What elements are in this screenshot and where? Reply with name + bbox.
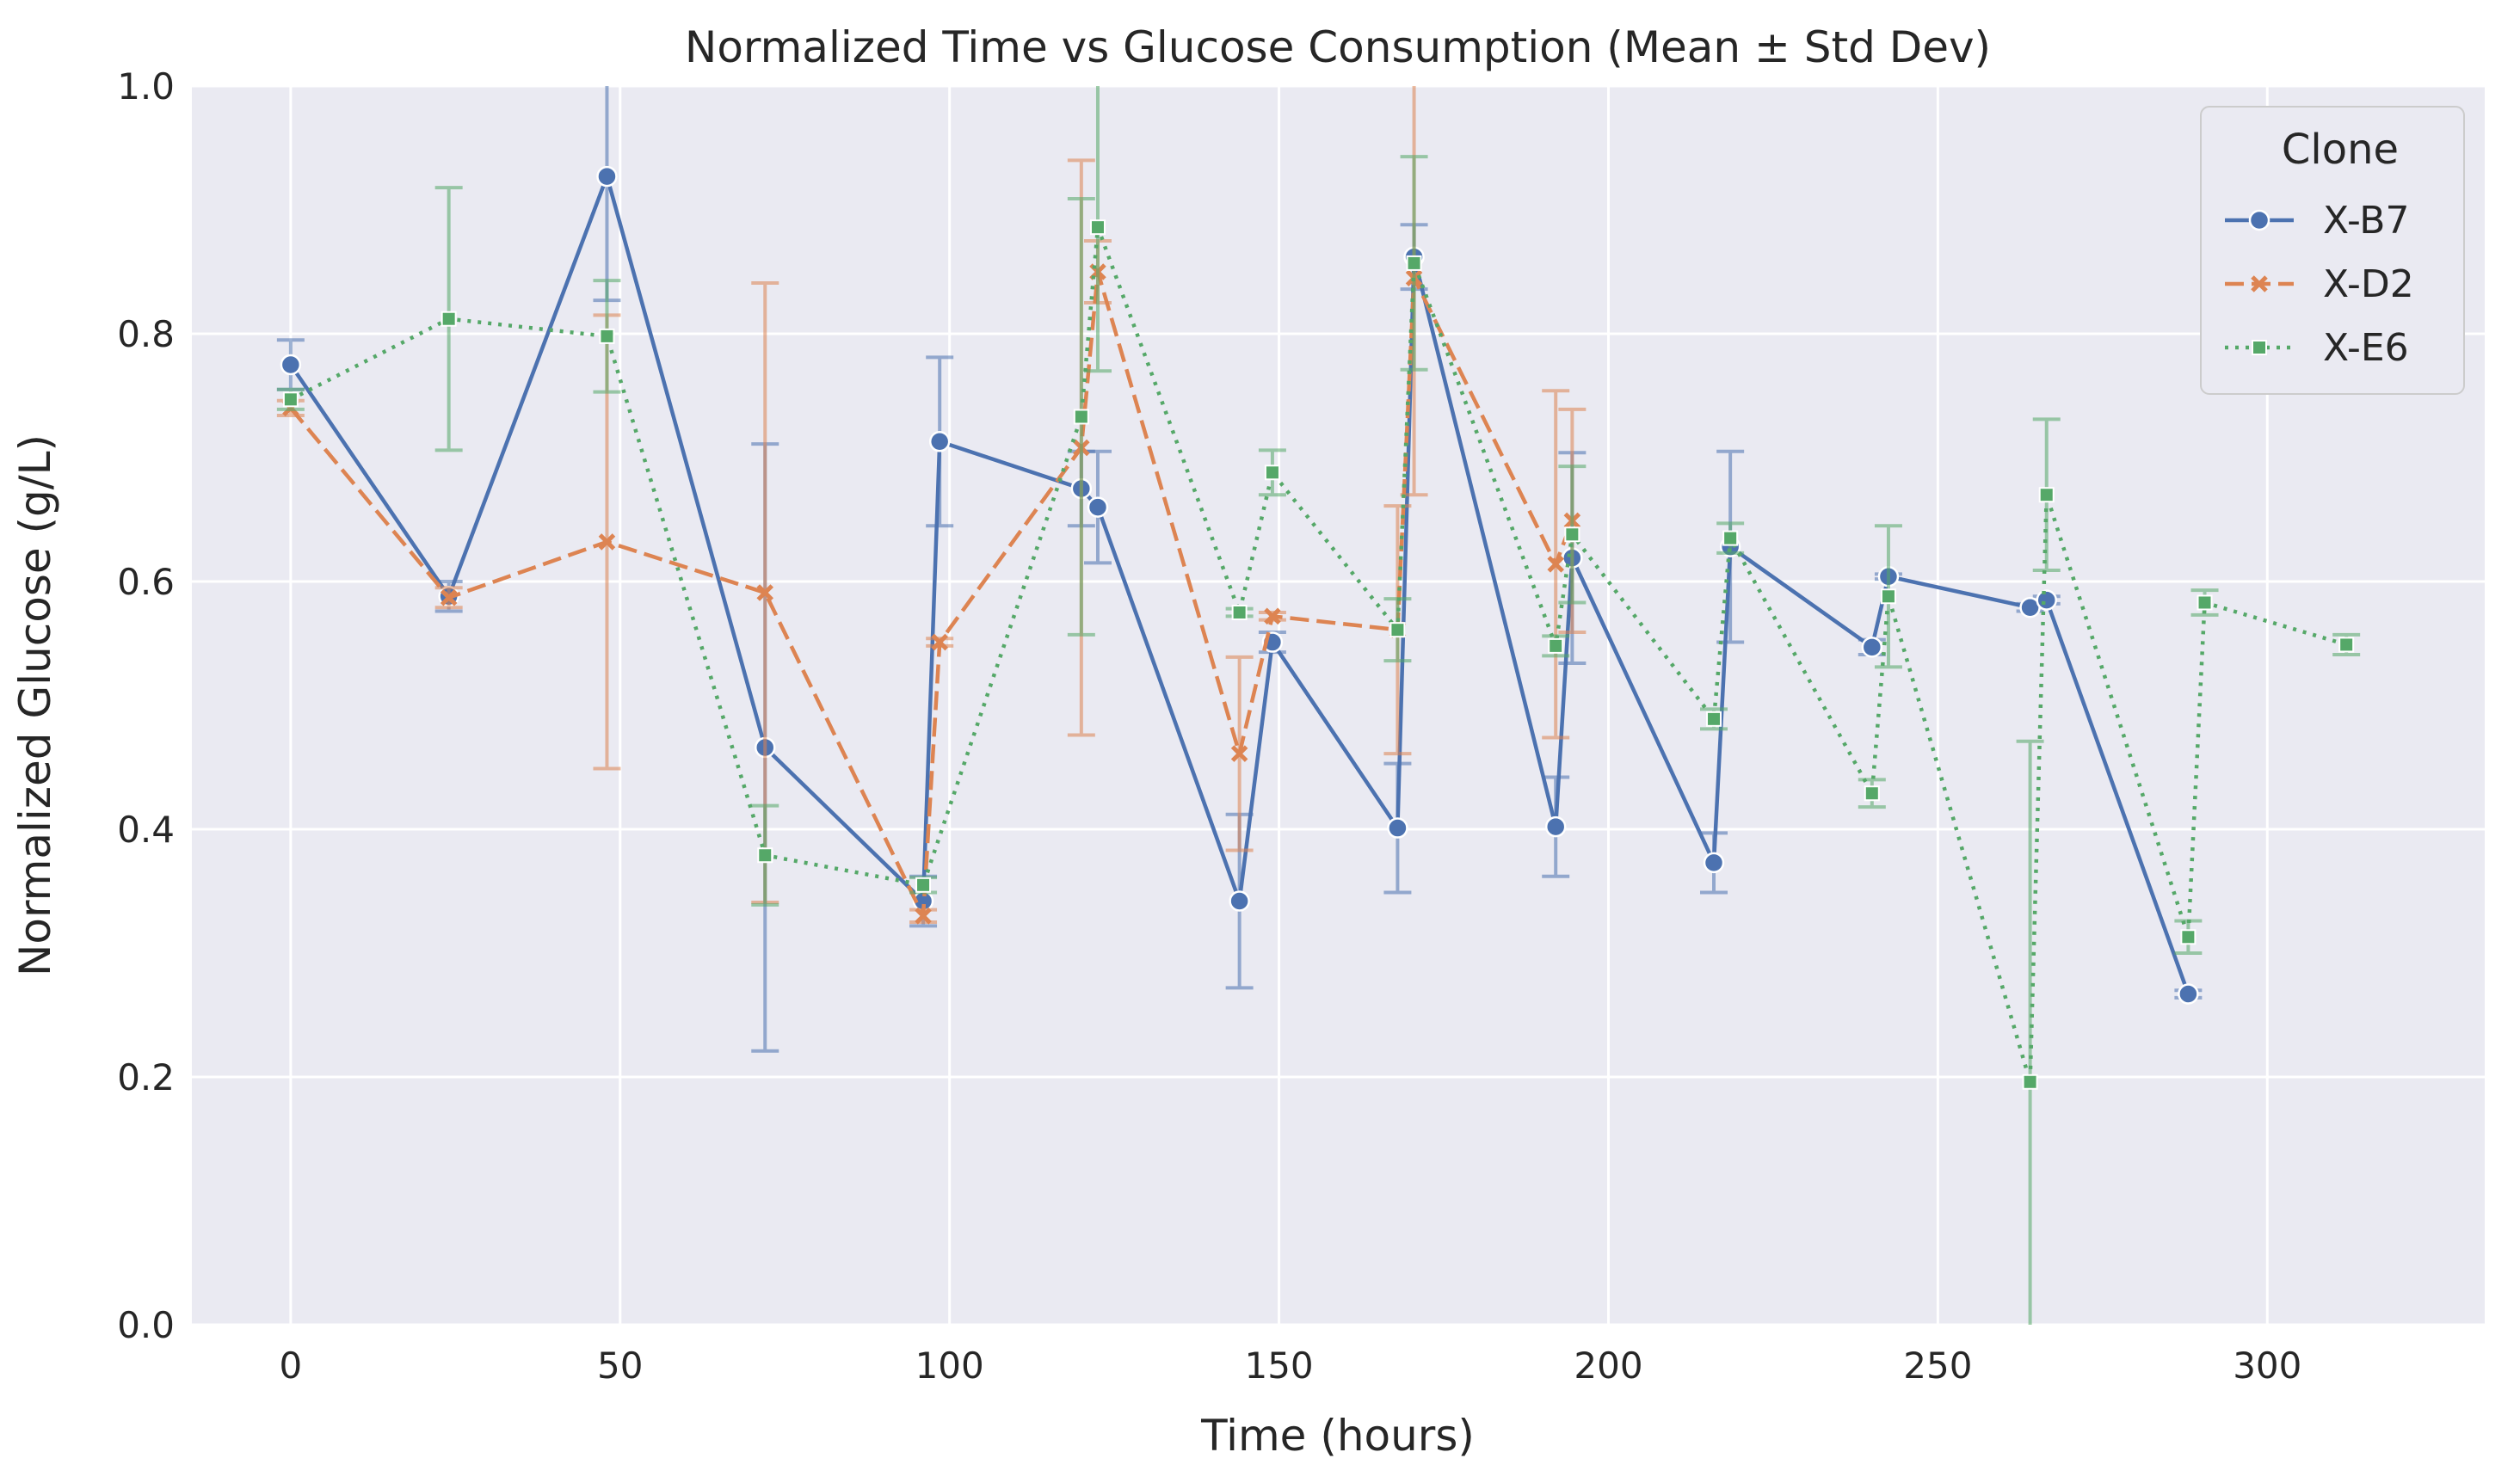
data-point	[1864, 785, 1880, 802]
y-tick-label: 0.0	[117, 1304, 175, 1346]
plot-background	[192, 86, 2485, 1325]
legend-marker	[2251, 275, 2268, 292]
data-point	[599, 328, 615, 344]
legend-label: X-D2	[2323, 262, 2414, 306]
data-point	[2038, 487, 2055, 503]
data-point	[2338, 637, 2355, 653]
data-point	[756, 584, 774, 601]
x-tick-label: 150	[1244, 1345, 1313, 1387]
x-axis-ticks: 0 50 100 150 200 250 300	[280, 1345, 2302, 1387]
data-point	[2180, 929, 2197, 945]
legend-entries: X-B7 X-D2 X-E6	[2225, 199, 2414, 370]
legend-entry-x-e6: X-E6	[2225, 326, 2409, 370]
data-point	[757, 847, 773, 864]
data-point	[1264, 607, 1281, 625]
data-point	[1548, 637, 1564, 654]
data-point	[2197, 594, 2213, 611]
legend-marker	[2248, 209, 2270, 231]
data-point	[1231, 605, 1248, 620]
x-tick-label: 0	[280, 1345, 303, 1387]
data-point	[440, 588, 458, 606]
data-point	[1087, 496, 1109, 518]
data-point	[441, 311, 457, 327]
data-point	[915, 877, 932, 893]
y-tick-label: 0.6	[117, 561, 175, 603]
data-point	[915, 908, 932, 925]
data-point	[1089, 219, 1106, 236]
data-point	[1880, 588, 1896, 605]
data-point	[282, 391, 299, 408]
legend-title: Clone	[2282, 126, 2399, 174]
legend-label: X-B7	[2323, 199, 2409, 243]
x-tick-label: 250	[1903, 1345, 1972, 1387]
data-point	[1406, 255, 1422, 271]
data-point	[931, 633, 948, 651]
series-line	[289, 225, 2347, 1085]
chart-title: Normalized Time vs Glucose Consumption (…	[685, 22, 1991, 72]
data-point	[1264, 465, 1280, 481]
x-tick-label: 300	[2233, 1345, 2301, 1387]
plot-area	[276, 86, 2361, 1325]
y-tick-label: 0.8	[117, 313, 175, 355]
y-axis-ticks: 0.0 0.2 0.4 0.6 0.8 1.0	[117, 65, 175, 1346]
series-line	[289, 269, 1574, 919]
series-x-e6	[276, 86, 2361, 1325]
y-axis-title: Normalized Glucose (g/L)	[10, 434, 60, 976]
x-tick-label: 50	[597, 1345, 643, 1387]
data-point	[598, 533, 616, 551]
y-tick-label: 1.0	[117, 65, 175, 108]
legend-entry-x-b7: X-B7	[2225, 199, 2409, 243]
data-point	[2022, 1074, 2038, 1090]
data-point	[2178, 983, 2199, 1005]
data-point	[596, 165, 618, 188]
data-point	[1722, 530, 1739, 546]
data-point	[280, 354, 302, 376]
data-point	[1547, 556, 1564, 573]
data-point	[1389, 622, 1406, 638]
data-point	[1387, 817, 1408, 839]
x-tick-label: 100	[915, 1345, 984, 1387]
data-point	[1230, 745, 1248, 762]
legend-entry-x-d2: X-D2	[2225, 262, 2414, 306]
legend-box	[2200, 106, 2465, 395]
legend-marker	[2252, 340, 2267, 355]
x-tick-label: 200	[1574, 1345, 1642, 1387]
data-point	[1706, 711, 1722, 727]
grid	[192, 84, 2485, 1326]
legend: Clone X-B7 X-D2 X-E6	[2200, 106, 2465, 395]
y-tick-label: 0.4	[117, 809, 175, 851]
data-point	[1544, 815, 1567, 838]
data-point	[1229, 890, 1250, 912]
data-point	[1564, 526, 1580, 543]
x-axis-title: Time (hours)	[1200, 1411, 1475, 1461]
data-point	[1861, 637, 1883, 658]
y-tick-label: 0.2	[117, 1056, 175, 1098]
data-point	[2036, 589, 2057, 611]
data-point	[1073, 409, 1089, 425]
legend-label: X-E6	[2323, 326, 2409, 370]
data-point	[1703, 852, 1725, 874]
data-point	[928, 431, 951, 452]
